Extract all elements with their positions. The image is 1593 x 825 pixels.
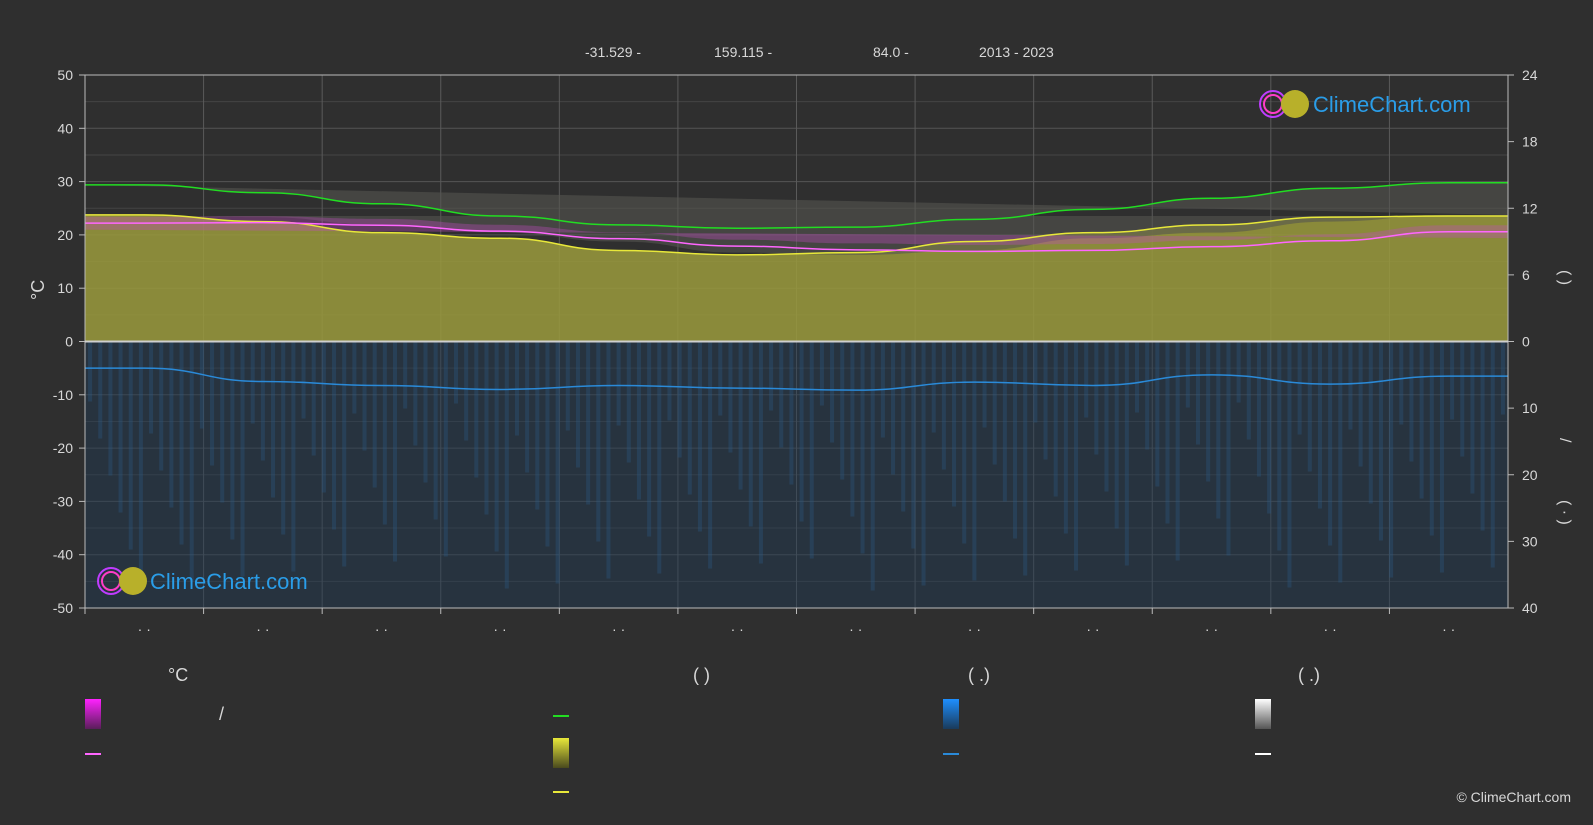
header-years: 2013 - 2023 bbox=[979, 44, 1054, 60]
avg-temp-line bbox=[85, 221, 1508, 253]
y-tick-left: 0 bbox=[65, 334, 73, 350]
legend-temp-slash: / bbox=[219, 704, 225, 724]
legend-swatch-snow-area bbox=[1255, 699, 1271, 729]
sunshine-line bbox=[85, 214, 1508, 256]
legend-temp-title: °C bbox=[168, 665, 189, 685]
x-tick-label: · · bbox=[1324, 621, 1337, 637]
y-tick-right-top: 0 bbox=[1522, 334, 1530, 350]
logo-text: ClimeChart.com bbox=[150, 569, 308, 594]
y-tick-right-top: 18 bbox=[1522, 134, 1538, 150]
rain-area bbox=[85, 341, 1508, 608]
y-tick-left: 50 bbox=[57, 67, 73, 83]
right-bottom-axis-label: ( · ) bbox=[1556, 500, 1573, 525]
y-tick-left: -10 bbox=[53, 387, 73, 403]
x-tick-label: · · bbox=[849, 621, 862, 637]
y-tick-left: 10 bbox=[57, 280, 73, 296]
y-tick-left: 30 bbox=[57, 174, 73, 190]
x-tick-label: · · bbox=[968, 621, 981, 637]
temp-range-band bbox=[85, 216, 1508, 246]
sunshine-area bbox=[85, 214, 1508, 342]
daylight-band bbox=[85, 182, 1508, 255]
x-tick-label: · · bbox=[1205, 621, 1218, 637]
logo-bottom: ClimeChart.com bbox=[97, 567, 308, 595]
precip-line bbox=[85, 367, 1508, 391]
x-tick-label: · · bbox=[1442, 621, 1455, 637]
left-axis-label: °C bbox=[28, 280, 48, 300]
y-tick-left: -30 bbox=[53, 493, 73, 509]
x-tick-label: · · bbox=[256, 621, 269, 637]
y-tick-left: -40 bbox=[53, 547, 73, 563]
logo-text: ClimeChart.com bbox=[1313, 92, 1471, 117]
legend-swatch-daylight bbox=[553, 715, 569, 717]
x-tick-label: · · bbox=[1086, 621, 1099, 637]
y-tick-right-bottom: 20 bbox=[1522, 467, 1538, 483]
logo-sun-icon bbox=[1281, 90, 1309, 118]
right-mid-axis-label: / bbox=[1556, 438, 1573, 443]
legend-sun-title: ( ) bbox=[693, 665, 710, 685]
y-tick-right-top: 6 bbox=[1522, 267, 1530, 283]
x-tick-label: · · bbox=[138, 621, 151, 637]
chart-bands bbox=[85, 182, 1508, 608]
x-tick-label: · · bbox=[612, 621, 625, 637]
right-top-axis-label: ( ) bbox=[1556, 270, 1573, 285]
legend-swatch-temp-range bbox=[85, 699, 101, 729]
chart-ticks: 50 40 30 20 10 0 -10 -20 -30 -40 -50 24 18 12 6 0 10 20 30… bbox=[53, 67, 1538, 637]
y-tick-right-bottom: 10 bbox=[1522, 400, 1538, 416]
y-tick-right-top: 24 bbox=[1522, 67, 1538, 83]
legend-snow-title: ( .) bbox=[1298, 665, 1320, 685]
chart-lines bbox=[85, 181, 1508, 391]
x-tick-label: · · bbox=[731, 621, 744, 637]
legend-swatch-rain-line bbox=[943, 753, 959, 755]
legend-swatch-rain-area bbox=[943, 699, 959, 729]
header-latitude: -31.529 - bbox=[585, 44, 641, 60]
x-tick-label: · · bbox=[375, 621, 388, 637]
daylight-line bbox=[85, 181, 1508, 229]
legend-swatch-sunshine-area bbox=[553, 738, 569, 768]
legend-swatch-temp-line bbox=[85, 753, 101, 755]
y-tick-left: -20 bbox=[53, 440, 73, 456]
x-tick-label: · · bbox=[493, 621, 506, 637]
y-tick-left: 40 bbox=[57, 120, 73, 136]
y-tick-left: 20 bbox=[57, 227, 73, 243]
legend-swatch-sunshine-line bbox=[553, 791, 569, 793]
y-tick-right-bottom: 40 bbox=[1522, 600, 1538, 616]
logo-sun-icon bbox=[119, 567, 147, 595]
header-elevation: 84.0 - bbox=[873, 44, 909, 60]
legend-rain-title: ( .) bbox=[968, 665, 990, 685]
legend-swatch-snow-line bbox=[1255, 753, 1271, 755]
logo-top: ClimeChart.com bbox=[1259, 90, 1471, 118]
y-tick-right-bottom: 30 bbox=[1522, 533, 1538, 549]
y-tick-right-top: 12 bbox=[1522, 200, 1538, 216]
header-longitude: 159.115 - bbox=[714, 44, 772, 60]
copyright: © ClimeChart.com bbox=[1456, 789, 1571, 805]
y-tick-left: -50 bbox=[53, 600, 73, 616]
